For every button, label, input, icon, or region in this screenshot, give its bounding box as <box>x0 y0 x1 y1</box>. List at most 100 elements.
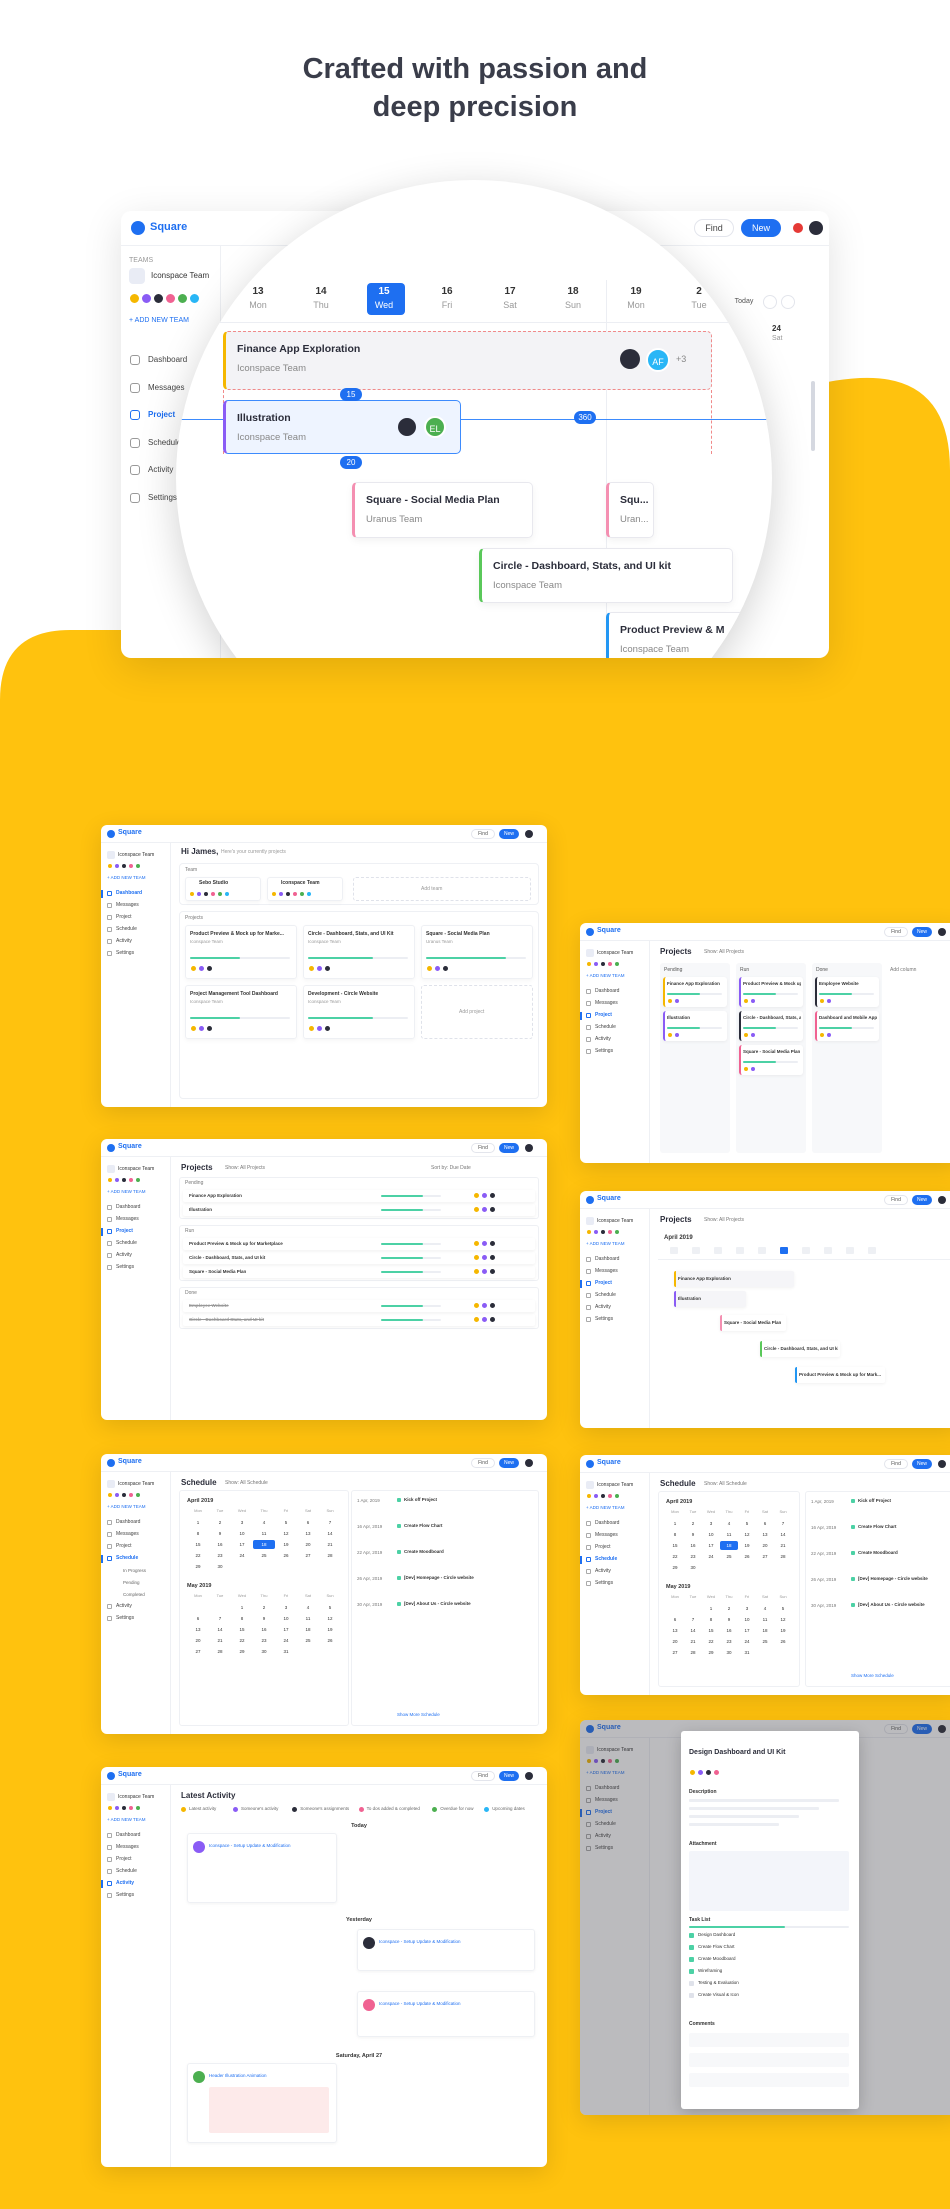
filter-chip: Latest activity <box>189 1806 217 1811</box>
calendar-month: May 2019 <box>666 1584 691 1590</box>
avatar <box>593 1758 599 1764</box>
avatar <box>434 965 441 972</box>
progress-fill <box>667 1027 700 1029</box>
divider <box>101 1784 547 1785</box>
kanban-card <box>739 1045 803 1075</box>
add-team: + ADD NEW TEAM <box>586 973 625 978</box>
text-line <box>689 1807 819 1810</box>
nav-active-bar <box>580 1280 582 1288</box>
month: April 2019 <box>664 1235 693 1241</box>
divider <box>658 1259 950 1260</box>
calendar-month: April 2019 <box>187 1498 214 1504</box>
avatar <box>489 1240 496 1247</box>
nav-icon <box>130 410 140 420</box>
avatar <box>593 1493 599 1499</box>
kanban-card <box>663 1011 727 1041</box>
app-name: Square <box>597 927 621 934</box>
weekday: Tue <box>689 1509 697 1514</box>
nav-icon <box>107 1241 112 1246</box>
event-text: [Dev] About Us - Circle website <box>404 1601 471 1606</box>
list-group <box>179 1225 539 1281</box>
event-date: 30 Apr, 2019 <box>357 1602 383 1607</box>
calendar-day: 4 <box>262 1520 266 1525</box>
task-team: Iconspace Team <box>237 432 307 443</box>
team-icon <box>107 1793 115 1801</box>
calendar-day: 15 <box>239 1627 245 1632</box>
team-name: Iconspace Team <box>151 271 210 280</box>
calendar-day: 12 <box>283 1531 289 1536</box>
nav-icon <box>107 1893 112 1898</box>
nav-icon <box>107 1544 112 1549</box>
project-card <box>185 985 297 1039</box>
activity-card <box>357 1929 535 1971</box>
logo-icon <box>586 928 594 936</box>
app-name: Square <box>118 1771 142 1778</box>
avatar <box>614 1493 620 1499</box>
avatar <box>489 1192 496 1199</box>
bar-title: Finance App Exploration <box>678 1276 731 1281</box>
weekday: Wed <box>237 1593 247 1598</box>
calendar-day: 7 <box>328 1520 332 1525</box>
avatar <box>481 1302 488 1309</box>
day-number: 14 <box>315 286 327 297</box>
nav-item: Schedule <box>116 1868 137 1874</box>
calendar-day: 7 <box>691 1617 695 1622</box>
avatar <box>481 1316 488 1323</box>
calendar-day: 21 <box>690 1639 696 1644</box>
avatar <box>819 1032 825 1038</box>
task-check <box>689 1957 694 1962</box>
avatar <box>135 1492 141 1498</box>
calendar-day: 18 <box>720 1541 738 1550</box>
nav-icon <box>130 382 140 393</box>
filter-chip: Someone's activity <box>241 1806 279 1811</box>
add-team: + ADD NEW TEAM <box>129 317 189 324</box>
duration-marker: 15 <box>340 388 362 401</box>
avatar <box>135 1177 141 1183</box>
calendar-day: 29 <box>708 1650 714 1655</box>
logo-icon <box>131 221 145 235</box>
weekday: Thu <box>260 1593 268 1598</box>
task-item: Create Moodboard <box>698 1956 736 1961</box>
day-cell <box>846 1247 854 1254</box>
add-project-label: Add project <box>459 1009 485 1015</box>
logo-icon <box>107 1144 115 1152</box>
weekday: Sat <box>761 1594 768 1599</box>
screen-filter: Show: All Projects <box>704 1217 745 1223</box>
progress-fill <box>190 957 240 959</box>
day-cell <box>868 1247 876 1254</box>
nav-icon <box>586 1581 591 1586</box>
calendar-day: 9 <box>727 1617 731 1622</box>
avatar <box>750 998 756 1004</box>
event-check <box>397 1576 401 1580</box>
calendar-day: 17 <box>239 1542 245 1547</box>
avatar <box>308 965 315 972</box>
calendar-day: 23 <box>726 1639 732 1644</box>
avatar <box>743 1032 749 1038</box>
calendar-day: 28 <box>327 1553 333 1558</box>
search: Find <box>471 1458 495 1468</box>
search: Find <box>471 829 495 839</box>
calendar-day: 25 <box>762 1639 768 1644</box>
nav-active-bar <box>101 1228 103 1236</box>
nav-icon <box>586 1025 591 1030</box>
add-team: + ADD NEW TEAM <box>107 875 146 880</box>
nav-icon <box>586 1049 591 1054</box>
calendar-day: 4 <box>306 1605 310 1610</box>
side-day-num: 24 <box>772 324 781 333</box>
calendar-day: 5 <box>745 1521 749 1526</box>
calendar-day: 6 <box>763 1521 767 1526</box>
progress-fill <box>689 1926 785 1928</box>
calendar-day: 8 <box>240 1616 244 1621</box>
nav-item: Activity <box>148 465 174 474</box>
day-number: 17 <box>504 286 516 297</box>
task-check <box>689 1993 694 1998</box>
nav-icon <box>107 1869 112 1874</box>
section-heading: Saturday, April 27 <box>335 2053 383 2059</box>
task-team: Iconspace Team <box>620 644 690 655</box>
new-button: New <box>912 1195 932 1205</box>
nav-item: Project <box>116 1543 132 1549</box>
avatar-extra: +3 <box>676 354 687 364</box>
project-team: Uranus Team <box>426 939 453 944</box>
nav-item: Messages <box>116 1531 139 1537</box>
calendar-day: 25 <box>726 1554 732 1559</box>
